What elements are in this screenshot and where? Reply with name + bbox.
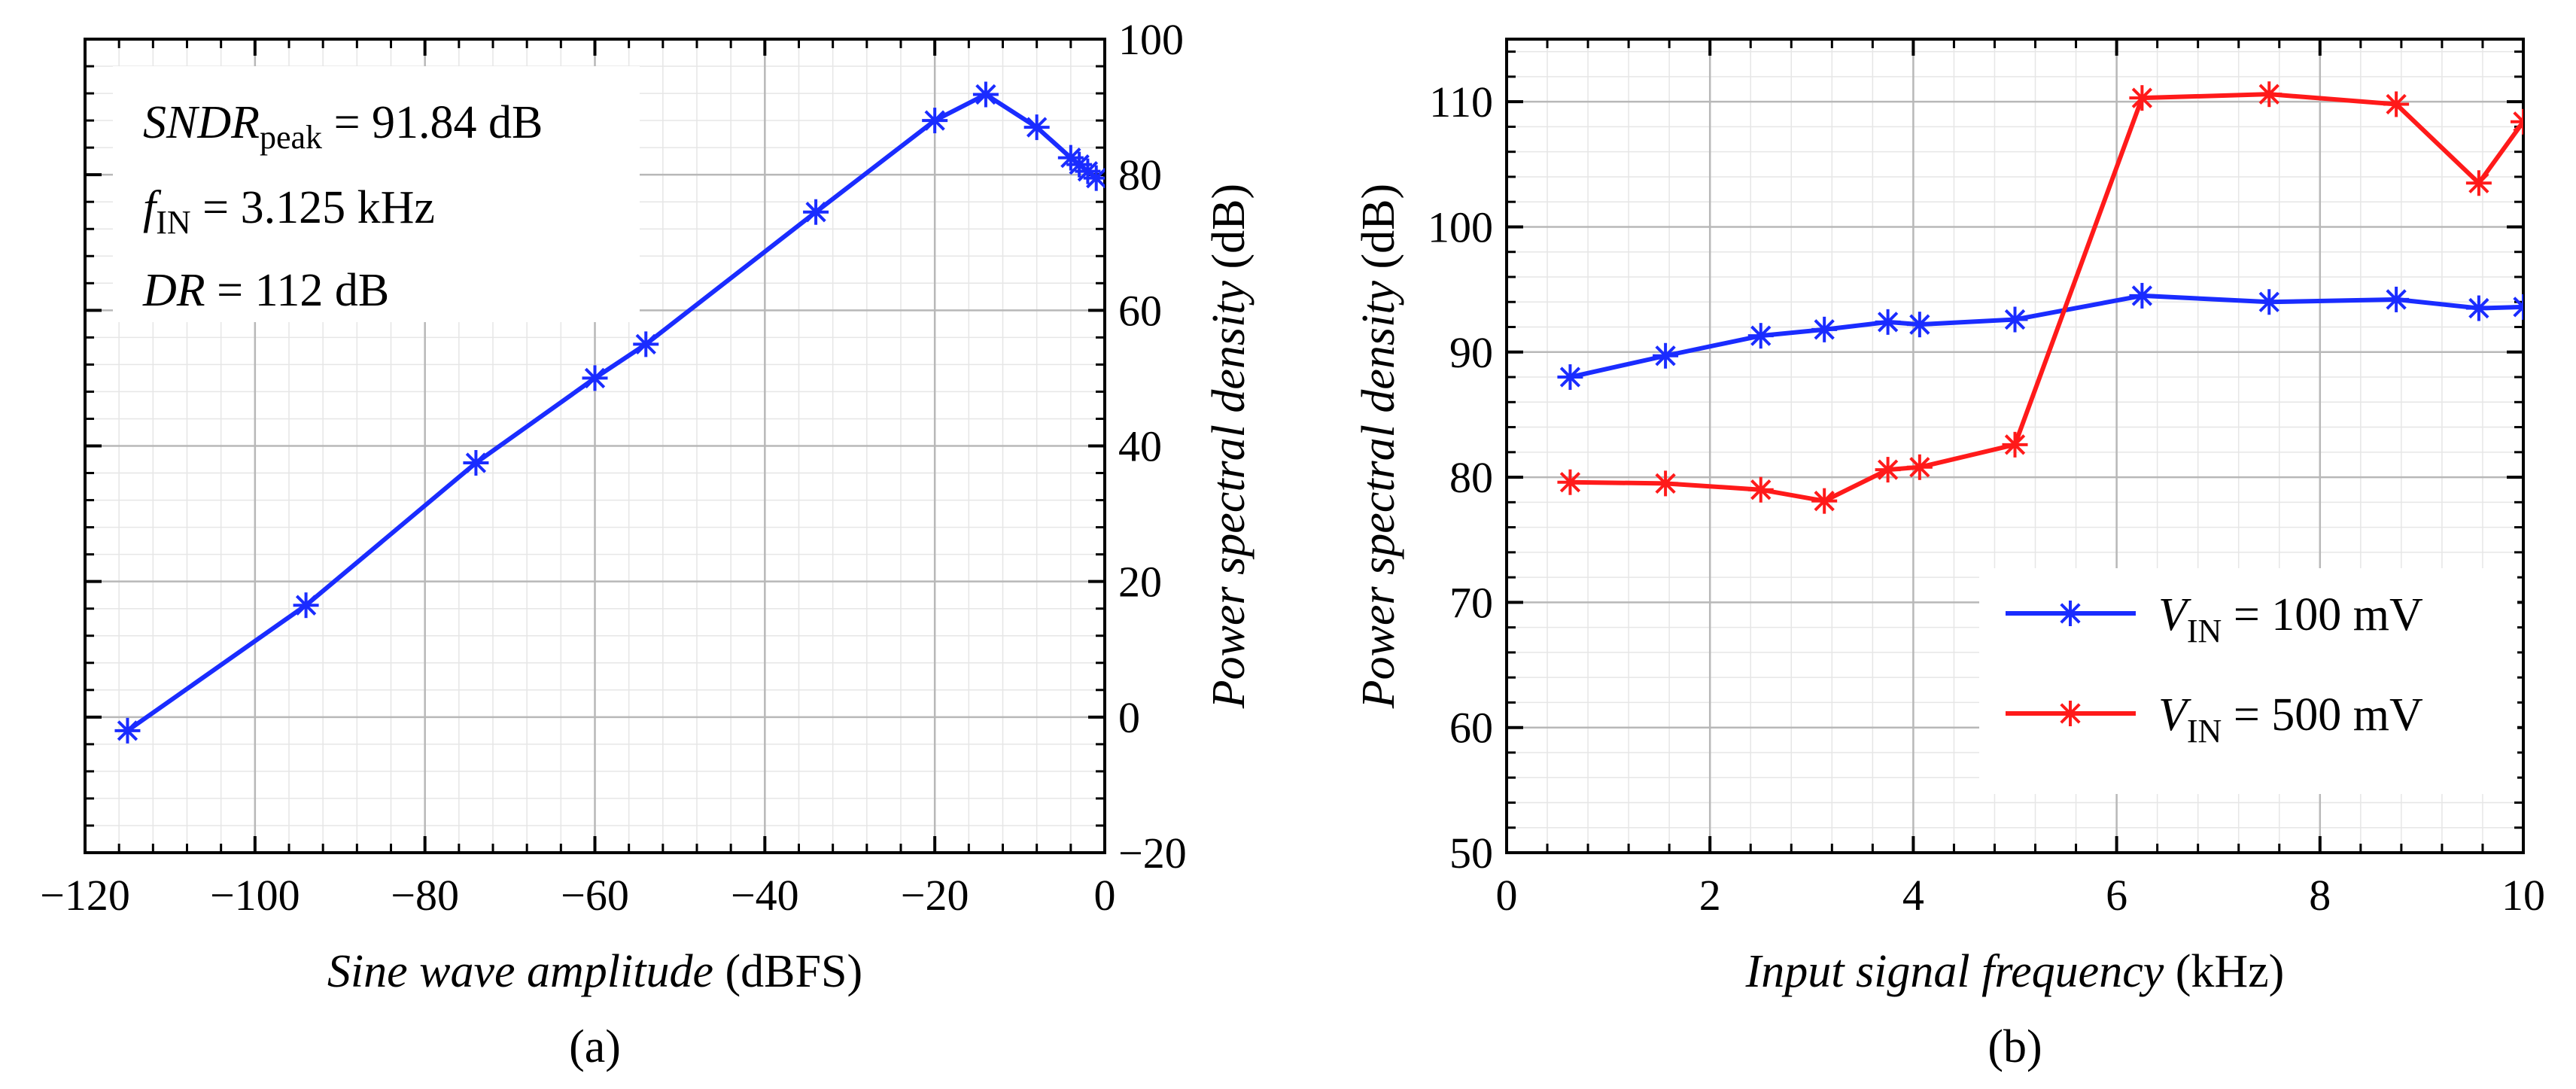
data-point	[1906, 312, 1933, 338]
data-point	[2511, 294, 2523, 320]
data-point	[633, 331, 659, 357]
data-point	[2511, 108, 2523, 135]
annotation-line: SNDRpeak = 91.84 dB	[143, 97, 543, 156]
x-axis-title: Input signal frequency (kHz)	[1745, 946, 2285, 997]
y-tick-label: 60	[1449, 704, 1493, 753]
data-point	[1557, 469, 1583, 495]
x-tick-label: −60	[561, 871, 629, 920]
y-tick-label: 60	[1118, 286, 1162, 335]
data-point	[2002, 431, 2028, 458]
legend-label: VIN = 100 mV	[2158, 589, 2423, 649]
x-tick-label: −120	[40, 871, 130, 920]
x-tick-label: 8	[2309, 871, 2331, 920]
data-point	[1083, 165, 1105, 191]
series-line	[1570, 92, 2523, 503]
data-point	[1557, 364, 1583, 391]
data-point	[1747, 476, 1774, 503]
data-point	[2465, 295, 2492, 321]
series-line	[1569, 293, 2523, 379]
x-tick-label: −80	[391, 871, 459, 920]
data-point	[463, 450, 489, 476]
x-tick-label: −100	[210, 871, 300, 920]
legend-marker	[2057, 701, 2083, 726]
series-group	[1557, 81, 2523, 514]
chart-panel-a: −120 −100 −80 −60 −40 −20 0−20020406080100Sine…	[40, 15, 1255, 1072]
data-point	[1875, 309, 1901, 335]
data-point	[2129, 282, 2155, 309]
x-tick-label: 0	[1496, 871, 1518, 920]
y-axis-title: Power spectral density (dB)	[1203, 184, 1255, 709]
legend-label: VIN = 500 mV	[2158, 689, 2423, 750]
y-tick-label: 110	[1429, 78, 1493, 126]
tick-marks	[1505, 39, 2525, 854]
x-tick-label: −40	[731, 871, 799, 920]
data-point	[1653, 470, 1679, 497]
data-point	[1747, 323, 1774, 349]
y-tick-label: 80	[1118, 151, 1162, 199]
annotation-line: DR = 112 dB	[142, 265, 389, 316]
y-tick-label: 70	[1449, 578, 1493, 627]
x-tick-label: 6	[2106, 871, 2127, 920]
data-point	[2383, 286, 2410, 312]
data-point	[2465, 170, 2492, 196]
y-tick-label: 50	[1449, 829, 1493, 878]
data-point	[2256, 289, 2283, 315]
data-point	[2256, 81, 2283, 108]
legend: VIN = 100 mV VIN = 500 mV	[1979, 568, 2517, 794]
panel-caption: (a)	[569, 1021, 621, 1072]
data-point	[1875, 457, 1901, 483]
data-point	[2383, 91, 2410, 117]
x-tick-label: 2	[1699, 871, 1721, 920]
y-tick-label: 100	[1428, 202, 1493, 251]
data-point	[1023, 114, 1050, 141]
data-point	[2002, 306, 2028, 333]
data-point	[582, 365, 608, 391]
y-tick-label: 20	[1118, 558, 1162, 607]
x-tick-label: 4	[1902, 871, 1924, 920]
x-axis-title: Sine wave amplitude (dBFS)	[327, 946, 862, 997]
data-point	[1811, 488, 1838, 514]
x-tick-label: 0	[1094, 871, 1116, 920]
data-point	[293, 592, 319, 619]
data-point	[1653, 342, 1679, 369]
series-group	[114, 81, 1105, 744]
data-point	[922, 108, 948, 134]
data-point	[803, 199, 829, 225]
tick-marks	[84, 38, 1106, 854]
data-point	[1906, 454, 1933, 480]
x-tick-label: 10	[2501, 871, 2545, 920]
y-tick-label: 40	[1118, 422, 1162, 471]
chart-panel-b: 0 2 4 6 8 10 50 60 70 80 90 100 110 Input signal freq…	[1353, 38, 2545, 1072]
x-tick-label: −20	[901, 871, 969, 920]
plot-frame	[1505, 38, 2525, 854]
data-point	[1811, 316, 1838, 342]
data-point	[972, 81, 999, 108]
y-tick-label: −20	[1118, 829, 1187, 878]
annotation-background	[113, 66, 640, 322]
panel-caption: (b)	[1988, 1021, 2042, 1072]
y-tick-label: 0	[1118, 693, 1140, 742]
data-point	[114, 717, 141, 744]
y-axis-title: Power spectral density (dB)	[1353, 184, 1404, 709]
data-point	[2129, 85, 2155, 111]
y-tick-label: 80	[1449, 453, 1493, 502]
y-tick-label: 100	[1118, 15, 1184, 64]
legend-marker	[2057, 601, 2083, 626]
y-tick-label: 90	[1449, 328, 1493, 377]
